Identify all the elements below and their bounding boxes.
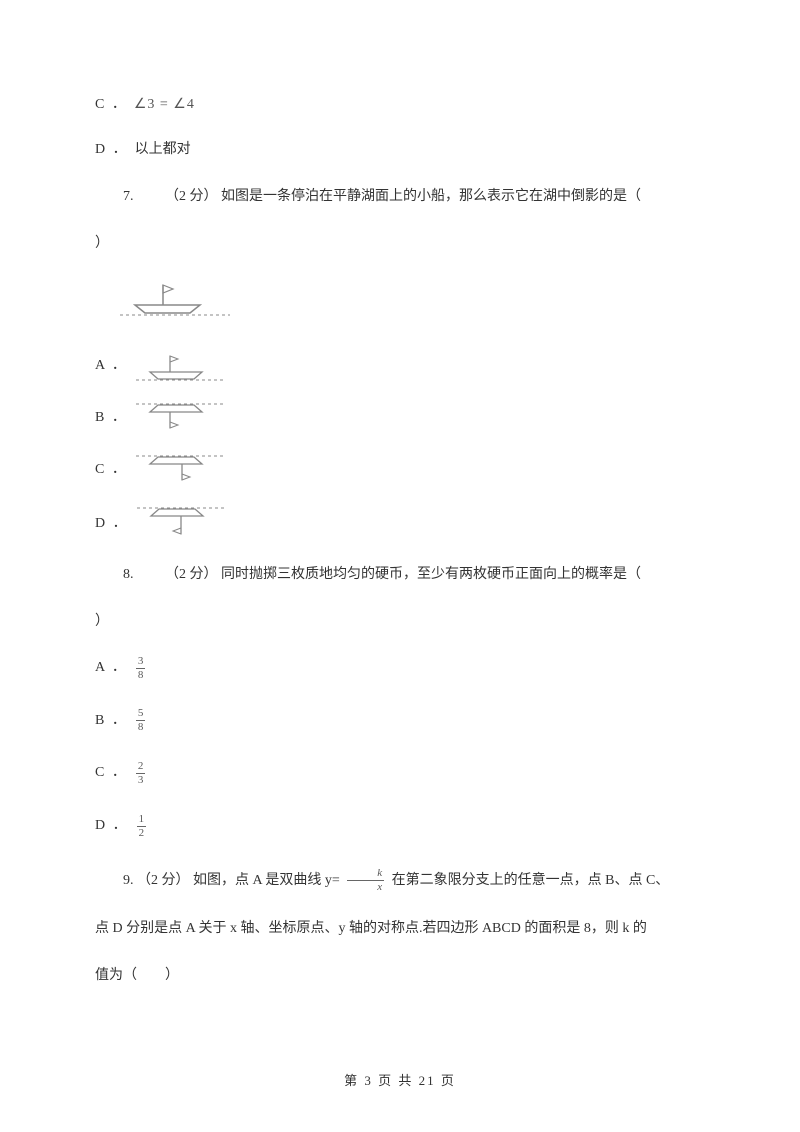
q7-a-label: A ．: [95, 351, 128, 382]
q7-text: 如图是一条停泊在平静湖面上的小船，那么表示它在湖中倒影的是（: [221, 189, 641, 204]
question-7: 7. （2 分） 如图是一条停泊在平静湖面上的小船，那么表示它在湖中倒影的是（: [95, 180, 705, 214]
boat-c-icon: [132, 452, 228, 486]
fraction-icon: 1 2: [137, 814, 147, 839]
q9-text-mid: 在第二象限分支上的任意一点，点 B、点 C、: [392, 873, 670, 888]
q8-option-c: C ． 2 3: [95, 758, 705, 789]
q8-points: （2 分）: [165, 567, 218, 582]
q8-option-b: B ． 5 8: [95, 706, 705, 737]
boat-a-icon: [132, 348, 228, 382]
boat-original-icon: [115, 275, 233, 317]
q7-option-b: B ．: [95, 400, 705, 434]
question-8: 8. （2 分） 同时抛掷三枚质地均匀的硬币，至少有两枚硬币正面向上的概率是（: [95, 558, 705, 592]
q7-points: （2 分）: [165, 189, 218, 204]
q8-c-label: C ．: [95, 758, 128, 789]
q9-frac-den: x: [347, 880, 384, 893]
q9-frac-num: k: [347, 868, 384, 880]
q9-points: （2 分）: [137, 873, 190, 888]
angle-expression: ∠3 = ∠4: [134, 90, 195, 121]
question-9-line3: 值为（ ）: [95, 959, 705, 993]
q7-option-c: C ．: [95, 452, 705, 486]
option-c-label: C ．: [95, 90, 128, 121]
question-9-line1: 9. （2 分） 如图，点 A 是双曲线 y= k x 在第二象限分支上的任意一…: [95, 864, 705, 898]
q8-d-label: D ．: [95, 811, 129, 842]
q8-d-num: 1: [137, 814, 147, 826]
q7-option-d: D ．: [95, 504, 705, 540]
q8-a-den: 8: [136, 668, 146, 681]
q7-d-label: D ．: [95, 509, 129, 540]
q8-c-num: 2: [136, 761, 146, 773]
question-9-line2: 点 D 分别是点 A 关于 x 轴、坐标原点、y 轴的对称点.若四边形 ABCD…: [95, 912, 705, 946]
fraction-icon: 2 3: [136, 761, 146, 786]
q8-prefix: 8.: [123, 567, 134, 582]
q7-prefix: 7.: [123, 189, 134, 204]
q9-text-pre: 如图，点 A 是双曲线 y=: [193, 873, 340, 888]
q8-option-d: D ． 1 2: [95, 811, 705, 842]
q7-b-label: B ．: [95, 403, 128, 434]
boat-original-figure: [115, 275, 705, 330]
q8-c-den: 3: [136, 773, 146, 786]
q8-a-num: 3: [136, 656, 146, 668]
option-d-text: 以上都对: [135, 135, 191, 166]
q8-text: 同时抛掷三枚质地均匀的硬币，至少有两枚硬币正面向上的概率是（: [221, 567, 641, 582]
page-footer: 第 3 页 共 21 页: [0, 1067, 800, 1096]
q8-close: ）: [95, 605, 705, 639]
q8-b-den: 8: [136, 720, 146, 733]
q7-option-a: A ．: [95, 348, 705, 382]
q7-close: ）: [95, 227, 705, 261]
q8-b-label: B ．: [95, 706, 128, 737]
boat-d-icon: [133, 504, 229, 540]
q9-prefix: 9.: [123, 873, 134, 888]
q8-option-a: A ． 3 8: [95, 653, 705, 684]
fraction-icon: 3 8: [136, 656, 146, 681]
q8-a-label: A ．: [95, 653, 128, 684]
prev-option-c: C ． ∠3 = ∠4: [95, 90, 705, 121]
q8-d-den: 2: [137, 826, 147, 839]
boat-b-icon: [132, 400, 228, 434]
fraction-kx-icon: k x: [347, 868, 384, 893]
q7-c-label: C ．: [95, 455, 128, 486]
option-d-label: D ．: [95, 135, 129, 166]
fraction-icon: 5 8: [136, 708, 146, 733]
prev-option-d: D ． 以上都对: [95, 135, 705, 166]
q8-b-num: 5: [136, 708, 146, 720]
